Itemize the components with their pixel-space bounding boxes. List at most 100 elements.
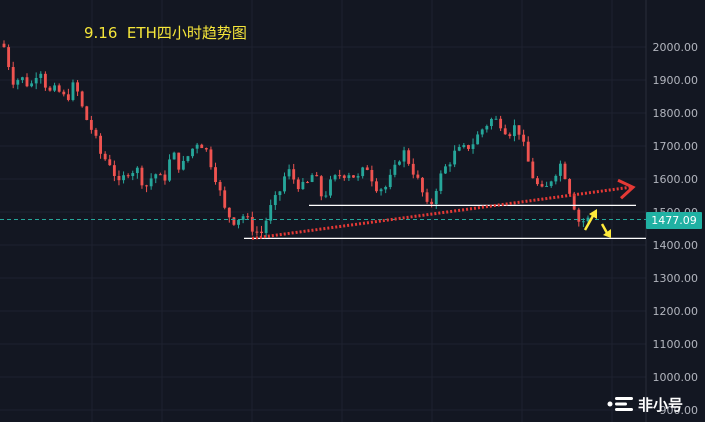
candle-body [448, 164, 452, 167]
candle-body [577, 209, 581, 222]
candle-body [34, 77, 38, 84]
candle-body [287, 169, 291, 177]
candle-body [315, 175, 319, 177]
candle-body [545, 185, 549, 187]
candle-body [402, 150, 406, 162]
candle-body [384, 187, 388, 190]
candle-body [112, 165, 116, 176]
candle-body [411, 163, 415, 175]
candle-body [324, 195, 328, 197]
candle-body [71, 82, 75, 100]
candle-body [43, 73, 47, 88]
candle-body [227, 207, 231, 218]
candle-body [76, 82, 80, 92]
candle-body [319, 176, 323, 197]
up-arrow-shaft [583, 213, 596, 231]
candle-body [246, 216, 250, 218]
candle-body [103, 153, 107, 160]
candle-body [301, 181, 305, 190]
candle-body [365, 167, 369, 170]
candle-body [2, 43, 6, 48]
candle-body [283, 176, 286, 192]
candle-body [444, 166, 447, 174]
candle-body [181, 160, 185, 170]
candle-body [375, 181, 378, 192]
candle-body [342, 175, 346, 178]
candle-body [53, 85, 57, 91]
candle-body [85, 106, 89, 120]
candle-body [568, 179, 572, 194]
candle-body [434, 190, 438, 205]
candle-body [499, 118, 503, 129]
candle-body [204, 148, 208, 150]
candle-body [94, 129, 98, 136]
candle-body [531, 161, 535, 179]
candle-body [168, 159, 171, 181]
candle-body [485, 126, 489, 130]
candle-body [48, 87, 52, 91]
candle-body [145, 185, 148, 187]
candle-body [232, 217, 236, 225]
candle-body [195, 144, 199, 149]
candle-body [361, 167, 365, 177]
candle-body [241, 216, 245, 220]
candle-body [572, 193, 576, 210]
candle-body [540, 184, 544, 187]
candle-body [89, 119, 93, 130]
candle-body [273, 195, 277, 206]
down-arrow-shaft [600, 223, 609, 234]
candle-body [425, 192, 429, 202]
candle-body [379, 189, 383, 192]
candle-body [126, 175, 130, 177]
candle-body [476, 134, 480, 145]
y-tick-label: 1800.00 [653, 107, 699, 120]
candle-body [172, 152, 176, 160]
candle-body [154, 174, 158, 179]
candle-body [471, 144, 475, 149]
candle-body [430, 201, 434, 205]
candle-body [209, 149, 213, 168]
candle-body [398, 161, 401, 165]
uptrend-line [251, 185, 631, 240]
candle-body [333, 175, 337, 180]
candle-body [223, 190, 227, 208]
candle-body [66, 94, 70, 100]
candle-body [310, 175, 314, 182]
candle-body [186, 156, 190, 161]
up-arrow-head [589, 209, 597, 219]
grid [0, 0, 647, 422]
candle-body [338, 175, 342, 177]
candle-body [57, 85, 61, 92]
candle-body [296, 179, 300, 190]
candle-body [508, 134, 512, 137]
candle-body [237, 219, 240, 225]
y-tick-label: 1000.00 [653, 371, 699, 384]
last-price-label: 1477.09 [646, 212, 702, 229]
candle-body [535, 178, 539, 185]
candle-body [581, 221, 585, 223]
candle-body [457, 147, 461, 151]
watermark-logo: 非小号 [606, 392, 683, 416]
candle-body [467, 145, 470, 149]
candle-body [462, 145, 466, 148]
candle-body [99, 135, 102, 154]
candle-body [30, 83, 34, 87]
candle-body [20, 77, 24, 81]
candle-body [11, 67, 15, 85]
candle-body [122, 175, 125, 181]
candle-body [421, 177, 424, 193]
candle-body [407, 150, 411, 164]
candle-body [512, 125, 516, 137]
candle-body [200, 144, 204, 149]
annotations [0, 178, 646, 240]
y-tick-label: 1200.00 [653, 305, 699, 318]
candle-body [494, 118, 498, 120]
y-tick-label: 1600.00 [653, 173, 699, 186]
candle-body [260, 231, 263, 234]
candle-body [191, 148, 194, 157]
candle-body [39, 73, 43, 78]
candle-body [108, 159, 112, 166]
candle-body [554, 175, 558, 182]
candle-body [278, 191, 282, 196]
